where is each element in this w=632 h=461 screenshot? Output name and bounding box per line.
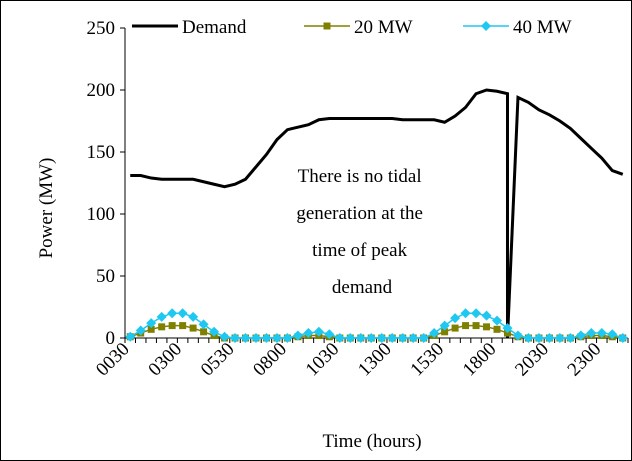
data-point-20-mw bbox=[147, 325, 155, 333]
data-point-40-mw bbox=[554, 333, 565, 343]
data-point-40-mw bbox=[198, 319, 209, 330]
data-point-40-mw bbox=[544, 333, 555, 343]
annotation-line-2: generation at the bbox=[296, 203, 423, 224]
data-point-40-mw bbox=[617, 333, 628, 343]
data-point-40-mw bbox=[366, 333, 377, 343]
data-point-40-mw bbox=[450, 313, 461, 324]
x-tick-label: 0530 bbox=[197, 339, 239, 381]
data-point-40-mw bbox=[429, 328, 440, 339]
data-point-40-mw bbox=[313, 326, 324, 337]
legend: Demand 20 MW 40 MW bbox=[132, 17, 572, 38]
legend-marker-20-mw bbox=[323, 22, 331, 30]
data-point-40-mw bbox=[324, 329, 335, 340]
data-point-40-mw bbox=[177, 308, 188, 319]
data-point-40-mw bbox=[292, 330, 303, 341]
data-point-40-mw bbox=[282, 333, 293, 343]
annotation-text: There is no tidal generation at the time… bbox=[296, 166, 427, 298]
data-point-40-mw bbox=[397, 333, 408, 343]
series-layer bbox=[125, 88, 628, 343]
data-point-40-mw bbox=[125, 331, 136, 342]
data-point-40-mw bbox=[408, 333, 419, 343]
y-tick-label: 200 bbox=[87, 80, 116, 101]
data-point-40-mw bbox=[156, 311, 167, 322]
data-point-40-mw bbox=[533, 333, 544, 343]
legend-label-20-mw: 20 MW bbox=[354, 17, 413, 38]
data-point-20-mw bbox=[472, 322, 480, 330]
data-point-40-mw bbox=[240, 333, 251, 343]
annotation-line-3: time of peak bbox=[312, 240, 407, 261]
data-point-40-mw bbox=[271, 333, 282, 343]
legend-label-40-mw: 40 MW bbox=[513, 17, 572, 38]
x-tick-label: 1800 bbox=[459, 339, 501, 381]
data-point-40-mw bbox=[439, 320, 450, 331]
data-point-40-mw bbox=[492, 315, 503, 326]
y-axis-label: Power (MW) bbox=[36, 158, 57, 259]
data-point-40-mw bbox=[586, 328, 597, 339]
data-point-40-mw bbox=[418, 333, 429, 343]
data-point-20-mw bbox=[158, 323, 166, 331]
data-point-40-mw bbox=[219, 331, 230, 342]
x-tick-label: 1030 bbox=[302, 339, 344, 381]
legend-marker-40-mw bbox=[481, 21, 491, 31]
data-point-20-mw bbox=[200, 328, 208, 336]
data-point-40-mw bbox=[188, 311, 199, 322]
y-tick-label: 0 bbox=[106, 328, 116, 349]
data-point-40-mw bbox=[230, 333, 241, 343]
x-axis-label: Time (hours) bbox=[322, 431, 421, 452]
y-tick-label: 250 bbox=[87, 18, 116, 39]
data-point-20-mw bbox=[441, 328, 449, 336]
data-point-20-mw bbox=[483, 323, 491, 331]
data-point-40-mw bbox=[209, 326, 220, 337]
data-point-40-mw bbox=[565, 333, 576, 343]
annotation-line-1: There is no tidal bbox=[298, 166, 422, 187]
data-point-40-mw bbox=[471, 308, 482, 319]
data-point-40-mw bbox=[512, 330, 523, 341]
legend-label-demand: Demand bbox=[182, 17, 247, 38]
data-point-40-mw bbox=[334, 333, 345, 343]
x-tick-label: 2030 bbox=[511, 339, 553, 381]
data-point-40-mw bbox=[387, 333, 398, 343]
data-point-40-mw bbox=[250, 333, 261, 343]
data-point-20-mw bbox=[179, 322, 187, 330]
data-point-40-mw bbox=[607, 329, 618, 340]
data-point-40-mw bbox=[575, 330, 586, 341]
data-point-20-mw bbox=[451, 324, 459, 332]
data-point-40-mw bbox=[376, 333, 387, 343]
x-tick-label: 1300 bbox=[354, 339, 396, 381]
data-point-40-mw bbox=[146, 318, 157, 329]
data-point-40-mw bbox=[135, 325, 146, 336]
data-point-20-mw bbox=[189, 324, 197, 332]
y-tick-label: 150 bbox=[87, 142, 116, 163]
data-point-40-mw bbox=[303, 328, 314, 339]
annotation-line-4: demand bbox=[332, 277, 393, 298]
x-tick-label: 0030 bbox=[92, 339, 134, 381]
data-point-40-mw bbox=[481, 310, 492, 321]
data-point-20-mw bbox=[168, 322, 176, 330]
data-point-40-mw bbox=[261, 333, 272, 343]
data-point-40-mw bbox=[596, 328, 607, 339]
x-tick-label: 0300 bbox=[144, 339, 186, 381]
data-point-40-mw bbox=[460, 308, 471, 319]
x-tick-label: 0800 bbox=[249, 339, 291, 381]
data-point-40-mw bbox=[167, 308, 178, 319]
data-point-20-mw bbox=[493, 325, 501, 333]
x-tick-label: 1530 bbox=[406, 339, 448, 381]
data-point-40-mw bbox=[355, 333, 366, 343]
data-point-40-mw bbox=[523, 333, 534, 343]
y-tick-label: 100 bbox=[87, 204, 116, 225]
data-point-40-mw bbox=[502, 323, 513, 334]
x-tick-label: 2300 bbox=[564, 339, 606, 381]
data-point-40-mw bbox=[345, 333, 356, 343]
y-tick-label: 50 bbox=[96, 266, 115, 287]
data-point-20-mw bbox=[462, 322, 470, 330]
series-line-demand bbox=[130, 88, 624, 339]
